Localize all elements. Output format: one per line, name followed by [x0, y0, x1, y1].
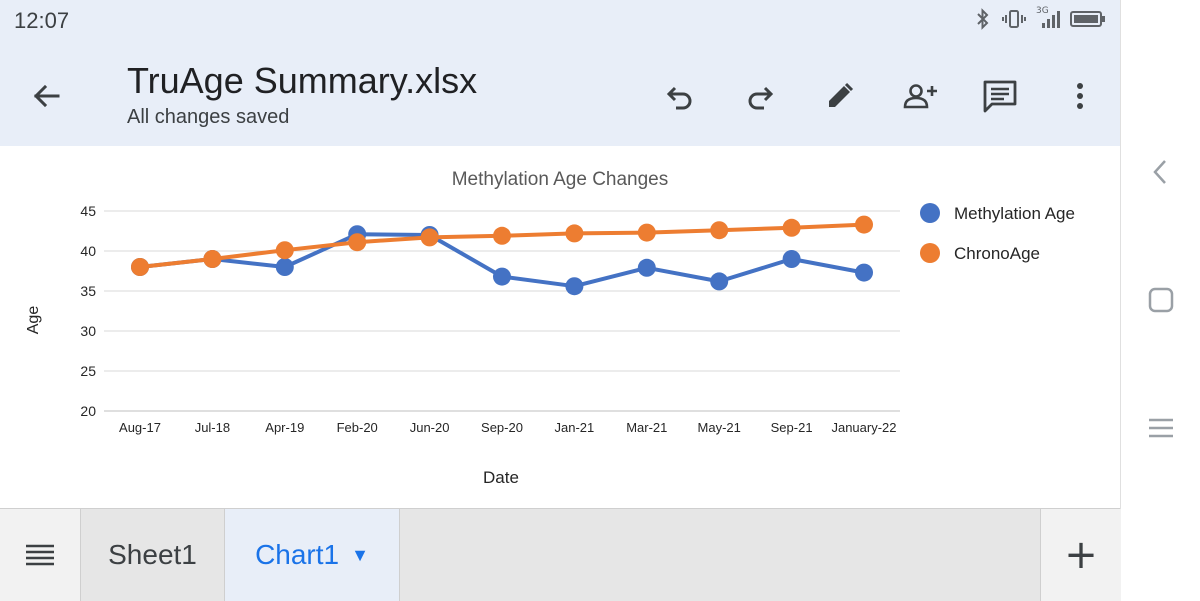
x-tick-label: Jun-20 [410, 420, 450, 435]
data-point [782, 250, 801, 268]
comment-icon [983, 80, 1017, 113]
tab-chart1[interactable]: Chart1 ▼ [224, 509, 400, 601]
data-point [565, 277, 584, 296]
add-sheet-button[interactable]: + [1040, 509, 1121, 601]
x-tick-label: Sep-20 [481, 420, 523, 435]
tab-sheet1[interactable]: Sheet1 [81, 509, 224, 601]
nav-home-button[interactable] [1137, 276, 1185, 324]
undo-button[interactable] [654, 70, 706, 122]
x-tick-label: Jul-18 [195, 420, 230, 435]
x-axis-title: Date [483, 468, 519, 487]
data-point [420, 228, 439, 247]
data-point [637, 223, 656, 242]
signal-icon: 3G [1036, 6, 1060, 30]
add-person-icon [903, 84, 937, 109]
y-axis-title: Age [25, 306, 42, 335]
data-point [493, 267, 511, 286]
redo-icon [748, 86, 774, 110]
data-point [710, 272, 729, 291]
x-tick-label: Sep-21 [771, 420, 813, 435]
sheet-tabs-bar: Sheet1 Chart1 ▼ + [0, 508, 1121, 601]
y-tick-label: 30 [80, 323, 96, 339]
gridlines [104, 210, 900, 412]
chart-title: Methylation Age Changes [452, 169, 669, 190]
data-point [131, 258, 149, 276]
more-options-button[interactable] [1054, 70, 1106, 122]
x-tick-label: May-21 [698, 420, 741, 435]
legend-label: ChronoAge [954, 244, 1040, 263]
data-point [637, 258, 656, 277]
data-point [275, 241, 294, 260]
status-time: 12:07 [14, 8, 70, 33]
series-chronoage [131, 215, 873, 276]
legend-marker [920, 203, 940, 223]
x-tick-label: Mar-21 [626, 420, 667, 435]
x-axis-ticks: Aug-17 Jul-18 Apr-19 Feb-20 Jun-20 Sep-20 Jan-… [119, 420, 896, 435]
legend: Methylation Age ChronoAge [920, 203, 1075, 263]
chart: Methylation Age Changes Date Age 20 25 30 3… [25, 169, 1075, 487]
x-tick-label: Feb-20 [337, 420, 378, 435]
edit-icon [829, 82, 854, 107]
save-status: All changes saved [127, 106, 290, 128]
system-navigation [1120, 0, 1200, 600]
network-type-label: 3G [1036, 6, 1049, 16]
nav-back-button[interactable] [1137, 148, 1185, 196]
data-point [348, 233, 367, 252]
document-title: TruAge Summary.xlsx [127, 60, 478, 101]
y-axis-ticks: 20 25 30 35 40 45 [80, 203, 96, 419]
status-icons: 3G [974, 6, 1106, 30]
x-tick-label: Apr-19 [265, 420, 304, 435]
more-vert-icon [1077, 83, 1083, 109]
data-point [710, 221, 729, 240]
y-tick-label: 25 [80, 363, 96, 379]
x-tick-label: Jan-21 [555, 420, 595, 435]
menu-icon [26, 544, 54, 566]
data-point [203, 250, 222, 268]
data-point [855, 263, 873, 282]
recents-icon [1149, 418, 1173, 438]
caret-down-icon[interactable]: ▼ [351, 544, 369, 565]
edit-button[interactable] [814, 70, 866, 122]
data-point [782, 218, 801, 237]
y-tick-label: 20 [80, 403, 96, 419]
redo-button[interactable] [734, 70, 786, 122]
home-square-icon [1148, 287, 1174, 313]
x-tick-label: Aug-17 [119, 420, 161, 435]
comment-button[interactable] [974, 70, 1026, 122]
data-point [565, 224, 584, 243]
bluetooth-icon [977, 8, 989, 30]
status-bar: 12:07 3G [0, 0, 1120, 42]
nav-recents-button[interactable] [1137, 404, 1185, 452]
share-button[interactable] [894, 70, 946, 122]
x-tick-label: January-22 [831, 420, 896, 435]
chart-area: Methylation Age Changes Date Age 20 25 30 3… [0, 146, 1120, 508]
tab-label: Chart1 [255, 539, 340, 570]
vibrate-icon [1002, 10, 1026, 28]
undo-icon [666, 86, 692, 110]
series [131, 215, 873, 296]
all-sheets-button[interactable] [0, 509, 81, 601]
y-tick-label: 40 [80, 243, 96, 259]
back-button[interactable] [22, 72, 70, 120]
arrow-back-icon [33, 84, 60, 108]
battery-icon [1070, 11, 1105, 27]
app-bar: TruAge Summary.xlsx All changes saved [0, 42, 1120, 146]
legend-marker [920, 243, 940, 263]
data-point [275, 258, 294, 276]
y-tick-label: 35 [80, 283, 96, 299]
chevron-left-icon [1153, 160, 1166, 184]
plus-icon: + [1064, 532, 1098, 578]
data-point [493, 226, 511, 245]
data-point [855, 215, 873, 234]
tab-label: Sheet1 [108, 539, 197, 570]
y-tick-label: 45 [80, 203, 96, 219]
legend-label: Methylation Age [954, 204, 1075, 223]
